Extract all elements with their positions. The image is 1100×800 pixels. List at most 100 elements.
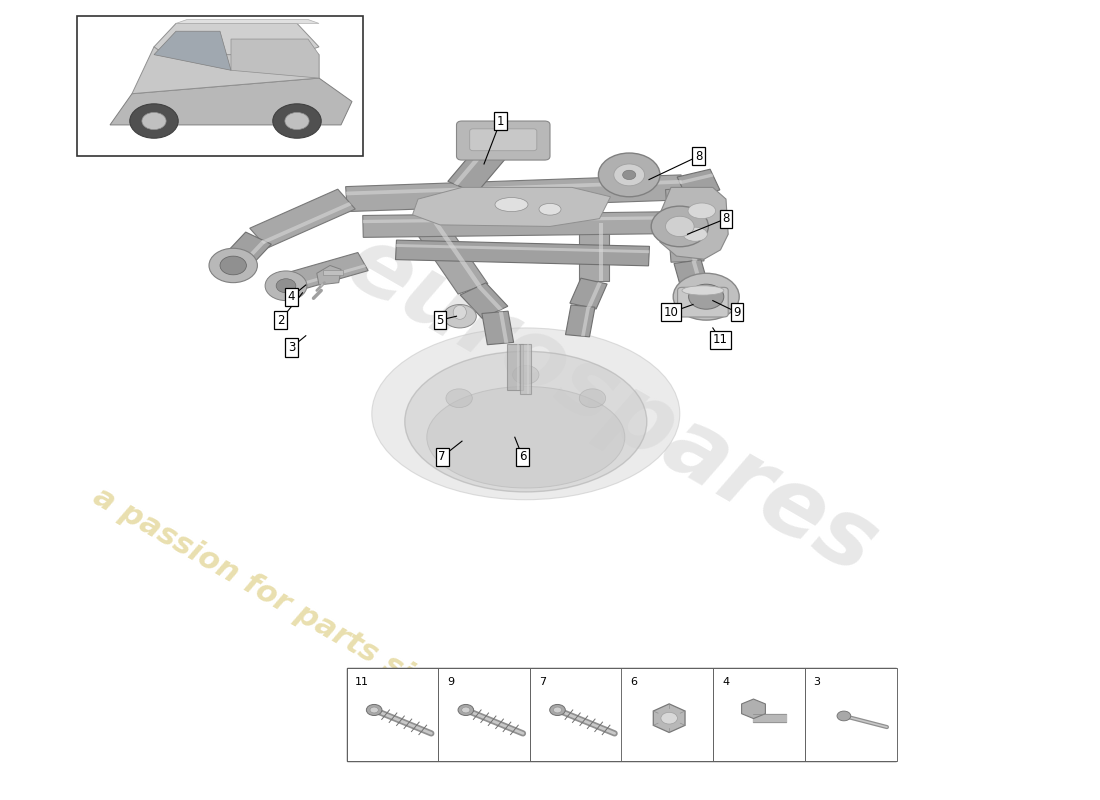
Polygon shape [261, 202, 352, 244]
Circle shape [209, 248, 257, 282]
Text: 8: 8 [723, 212, 729, 225]
Polygon shape [570, 278, 607, 309]
Polygon shape [666, 188, 704, 262]
Bar [346, 667, 438, 762]
Polygon shape [499, 312, 508, 343]
Polygon shape [658, 187, 728, 259]
Polygon shape [527, 343, 529, 394]
Polygon shape [581, 306, 591, 337]
Text: 11: 11 [713, 333, 728, 346]
Circle shape [651, 206, 708, 246]
Polygon shape [453, 145, 491, 186]
Circle shape [130, 104, 178, 138]
Circle shape [443, 305, 476, 328]
Polygon shape [579, 222, 609, 281]
Bar [323, 270, 343, 275]
Polygon shape [231, 39, 319, 78]
Text: 4: 4 [722, 677, 729, 687]
Text: 10: 10 [663, 306, 679, 319]
Ellipse shape [427, 386, 625, 488]
Circle shape [446, 389, 472, 407]
Circle shape [276, 278, 296, 293]
Polygon shape [678, 170, 719, 198]
Polygon shape [415, 220, 487, 294]
Text: 9: 9 [734, 306, 740, 319]
Polygon shape [520, 343, 531, 394]
Polygon shape [396, 240, 649, 266]
Circle shape [142, 113, 166, 130]
Bar [713, 667, 805, 762]
Polygon shape [493, 135, 527, 146]
Polygon shape [692, 261, 701, 281]
Polygon shape [240, 240, 266, 266]
Polygon shape [250, 189, 355, 248]
Polygon shape [132, 31, 319, 94]
Ellipse shape [405, 351, 647, 492]
Bar [438, 667, 530, 762]
Polygon shape [176, 19, 319, 23]
Circle shape [580, 389, 606, 407]
Circle shape [661, 712, 678, 724]
Polygon shape [317, 266, 341, 285]
Bar [530, 667, 621, 762]
Circle shape [689, 284, 724, 309]
Ellipse shape [372, 328, 680, 500]
Circle shape [666, 216, 694, 237]
Circle shape [458, 705, 474, 715]
Polygon shape [346, 180, 682, 195]
FancyBboxPatch shape [470, 129, 537, 150]
FancyBboxPatch shape [678, 287, 728, 317]
Polygon shape [412, 187, 610, 226]
Polygon shape [476, 286, 503, 310]
Polygon shape [598, 222, 603, 281]
Ellipse shape [689, 203, 716, 218]
Text: 6: 6 [630, 677, 637, 687]
Polygon shape [396, 244, 649, 253]
Bar [77, 16, 363, 156]
Ellipse shape [495, 198, 528, 211]
Polygon shape [741, 699, 766, 718]
Circle shape [553, 707, 562, 713]
Circle shape [550, 705, 565, 715]
Polygon shape [223, 232, 272, 268]
Polygon shape [363, 216, 682, 223]
Circle shape [370, 707, 378, 713]
Ellipse shape [453, 306, 466, 319]
Circle shape [513, 366, 539, 384]
Polygon shape [460, 283, 508, 318]
Circle shape [285, 113, 309, 130]
Polygon shape [587, 282, 602, 308]
Polygon shape [491, 131, 532, 158]
Text: 11: 11 [355, 677, 370, 687]
Circle shape [265, 271, 307, 301]
Circle shape [623, 170, 636, 179]
Polygon shape [289, 253, 368, 290]
Circle shape [837, 711, 850, 721]
Polygon shape [345, 175, 683, 211]
Text: 9: 9 [447, 677, 454, 687]
Text: 3: 3 [814, 677, 821, 687]
Text: 1: 1 [497, 114, 504, 127]
Bar [346, 667, 896, 762]
Ellipse shape [682, 286, 724, 295]
Circle shape [273, 104, 321, 138]
Polygon shape [653, 704, 685, 733]
Polygon shape [154, 23, 319, 54]
FancyBboxPatch shape [456, 121, 550, 160]
Polygon shape [565, 305, 595, 337]
Text: 7: 7 [439, 450, 446, 463]
Circle shape [220, 256, 246, 275]
Bar [621, 667, 713, 762]
Bar [805, 667, 896, 762]
Polygon shape [482, 311, 514, 345]
Text: 8: 8 [695, 150, 702, 162]
Text: 2: 2 [277, 314, 284, 326]
Polygon shape [686, 189, 697, 262]
Text: 5: 5 [437, 314, 443, 326]
Polygon shape [507, 343, 522, 390]
Circle shape [462, 707, 470, 713]
Text: eurospares: eurospares [330, 217, 893, 595]
Ellipse shape [683, 227, 707, 242]
Text: 3: 3 [288, 341, 295, 354]
Circle shape [614, 164, 645, 186]
